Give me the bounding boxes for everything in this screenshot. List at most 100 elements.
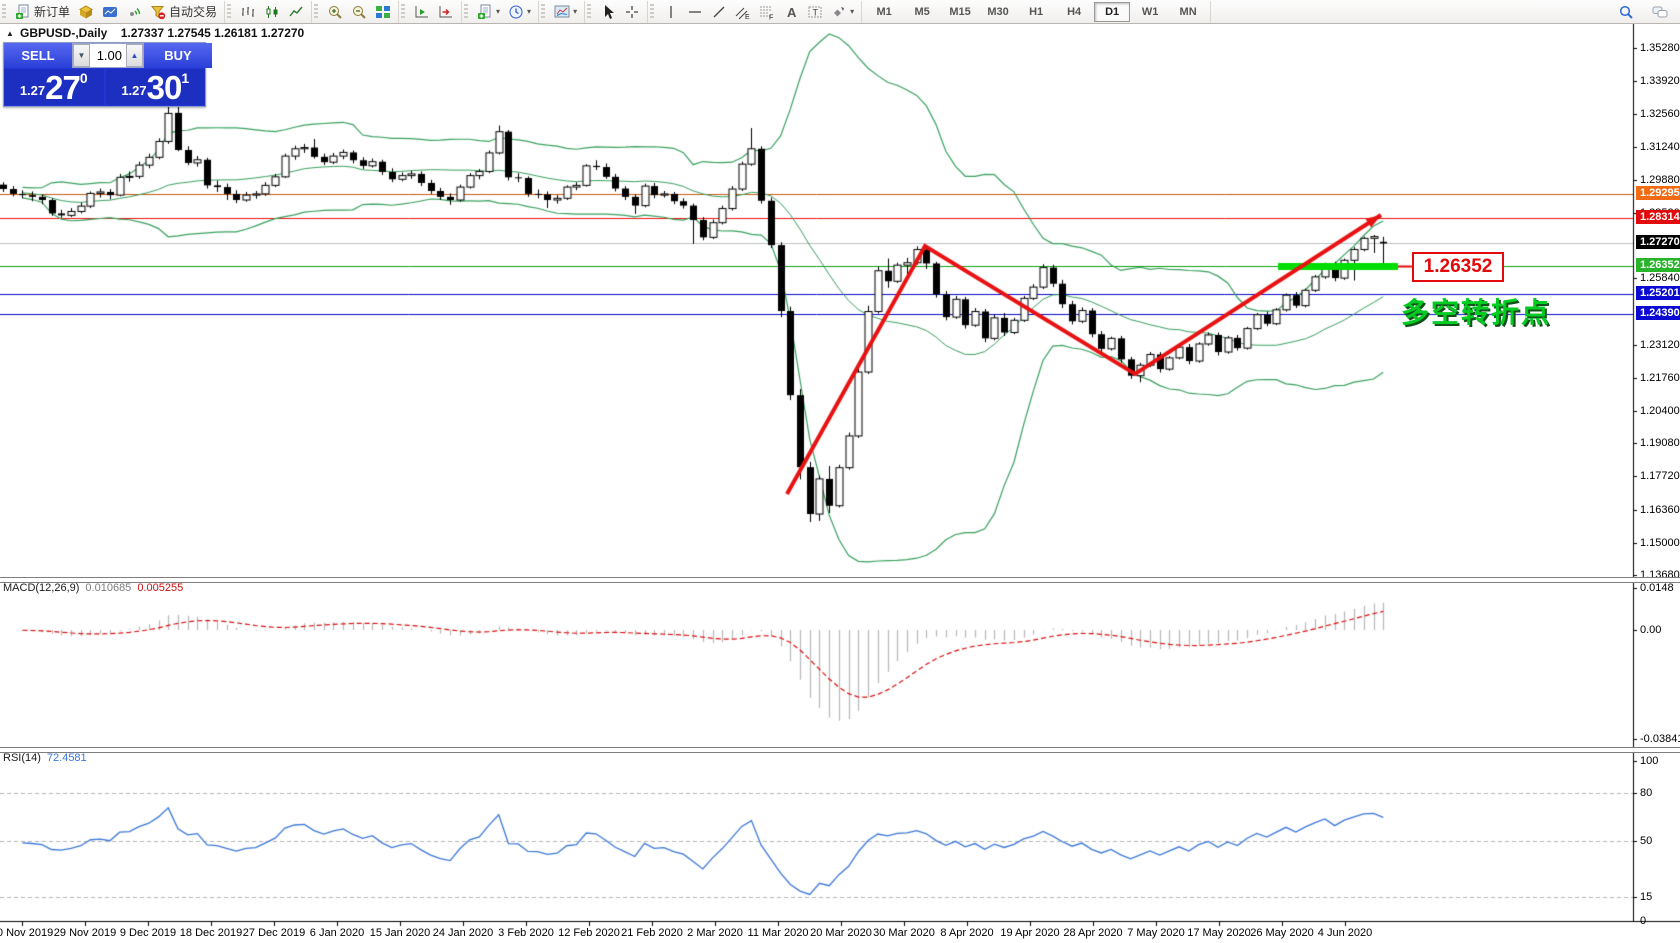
crosshair-button[interactable] <box>620 1 644 23</box>
chevron-down-icon: ▾ <box>850 7 855 16</box>
buy-button[interactable]: BUY <box>144 43 212 68</box>
toolbar-grip <box>2 3 6 20</box>
macd-value: 0.010685 <box>85 582 132 594</box>
svg-text:A: A <box>787 5 797 20</box>
timeframe-d1-button[interactable]: D1 <box>1094 1 1131 22</box>
volume-increase-button[interactable]: ▲ <box>126 44 143 67</box>
periods-button[interactable]: ▾ <box>504 1 535 23</box>
chinese-annotation[interactable]: 多空转折点 <box>1401 297 1552 328</box>
hline-icon <box>689 10 702 13</box>
cursor-button[interactable] <box>596 1 620 23</box>
price-axis-label: 1.25840 <box>1640 272 1680 285</box>
auto-scroll-icon <box>415 5 429 17</box>
buy-price[interactable]: 1.27 30 1 <box>105 69 205 105</box>
crosshair-icon <box>626 5 639 18</box>
bar-chart-button[interactable] <box>236 1 260 23</box>
channel-button[interactable]: E <box>731 1 755 23</box>
toolbar-grip <box>464 3 469 20</box>
sell-price-sup: 0 <box>79 70 88 86</box>
candlestick-chart-button[interactable] <box>260 1 284 23</box>
rsi-panel-resize-handle[interactable] <box>0 747 1680 753</box>
date-axis-label: 15 Jan 2020 <box>369 927 431 939</box>
arrows-button[interactable]: ▾ <box>827 1 858 23</box>
tile-windows-button[interactable] <box>371 1 395 23</box>
funnel-icon <box>150 5 166 19</box>
timeframe-h1-button[interactable]: H1 <box>1029 5 1044 18</box>
toolbar-right-icons <box>1614 1 1680 23</box>
timeframe-m1-button[interactable]: M1 <box>876 5 892 18</box>
templates-button[interactable]: ▾ <box>550 1 581 23</box>
new-chart-button[interactable]: ▾ <box>473 1 504 23</box>
price-tag: 1.25201 <box>1636 285 1680 300</box>
toolbar-group-3 <box>407 0 463 23</box>
chat-button[interactable] <box>1648 1 1672 23</box>
timeframe-m30-button[interactable]: M30 <box>987 5 1009 18</box>
auto-trading-button-label: 自动交易 <box>169 5 218 19</box>
data-window-button[interactable] <box>98 1 122 23</box>
date-axis-label: 24 Jan 2020 <box>432 927 494 939</box>
timeframe-mn-button[interactable]: MN <box>1179 5 1197 18</box>
chevron-down-icon: ▾ <box>527 7 532 16</box>
rsi-axis-label: 100 <box>1640 755 1659 767</box>
one-click-collapse-toggle[interactable]: ▲ <box>6 29 14 38</box>
timeframe-m15-button[interactable]: M15 <box>949 5 971 18</box>
doc-plus-icon <box>16 4 29 19</box>
auto-scroll-button[interactable] <box>410 1 434 23</box>
svg-text:F: F <box>769 14 773 20</box>
vertical-line-button[interactable] <box>659 1 683 23</box>
rsi-value: 72.4581 <box>46 752 87 764</box>
template-pic-icon <box>554 5 570 17</box>
price-axis-label: 1.29880 <box>1640 173 1680 186</box>
sell-price[interactable]: 1.27 27 0 <box>4 69 104 105</box>
zoom-out-icon <box>353 5 366 19</box>
date-axis-label: 12 Feb 2020 <box>558 927 620 939</box>
price-level-callout[interactable]: 1.26352 <box>1412 252 1504 282</box>
volume-input[interactable] <box>90 44 126 67</box>
profile-chart-icon <box>103 6 118 17</box>
trendline-button[interactable] <box>707 1 731 23</box>
vline-icon <box>670 5 672 18</box>
timeframe-h4-button[interactable]: H4 <box>1067 5 1082 18</box>
search-button[interactable] <box>1614 1 1638 23</box>
svg-text:E: E <box>745 14 750 20</box>
price-axis-label: 1.32560 <box>1640 108 1680 121</box>
new-order-button[interactable]: 新订单 <box>11 1 74 23</box>
signals-button[interactable] <box>122 1 146 23</box>
market-watch-button[interactable] <box>74 1 98 23</box>
fibonacci-button[interactable]: F <box>755 1 779 23</box>
timeframe-m5-button[interactable]: M5 <box>914 5 930 18</box>
rsi-name: RSI(14) <box>3 752 41 764</box>
auto-trading-button[interactable]: 自动交易 <box>146 1 221 23</box>
volume-decrease-button[interactable]: ▼ <box>73 44 90 67</box>
gold-cube-icon <box>79 4 94 18</box>
date-axis-label: 2 Mar 2020 <box>687 927 743 939</box>
line-chart-button[interactable] <box>284 1 308 23</box>
date-axis-label: 9 Dec 2019 <box>119 927 177 939</box>
zoom-in-button[interactable] <box>323 1 347 23</box>
date-axis-label: 30 Mar 2020 <box>873 927 935 939</box>
timeframes-group: M1 M5 M15 M30 H1 H4 D1 W1 MN <box>862 0 1212 23</box>
zoom-out-button[interactable] <box>347 1 371 23</box>
shapes-icon <box>834 6 845 16</box>
tiles-icon <box>376 5 391 18</box>
toolbar-group-4: ▾ ▾ <box>470 0 540 23</box>
horizontal-line-button[interactable] <box>683 1 707 23</box>
clock-icon <box>509 5 523 18</box>
text-button[interactable]: A <box>779 1 803 23</box>
chart-shift-button[interactable] <box>434 1 458 23</box>
toolbar-grip <box>314 3 319 20</box>
macd-indicator-label: MACD(12,26,9) 0.010685 0.005255 <box>3 582 183 594</box>
price-axis-label: 1.19080 <box>1640 437 1680 450</box>
macd-panel-resize-handle[interactable] <box>0 577 1680 583</box>
text-label-button[interactable]: T <box>803 1 827 23</box>
sell-button[interactable]: SELL <box>4 43 72 68</box>
date-axis-label: 21 Feb 2020 <box>621 927 683 939</box>
buy-price-sup: 1 <box>181 70 190 86</box>
new-order-button-label: 新订单 <box>34 5 71 19</box>
price-tag: 1.24390 <box>1636 305 1680 320</box>
price-axis-label: 1.16360 <box>1640 503 1680 516</box>
price-axis-label: 1.15000 <box>1640 536 1680 549</box>
timeframe-w1-button[interactable]: W1 <box>1141 5 1159 18</box>
